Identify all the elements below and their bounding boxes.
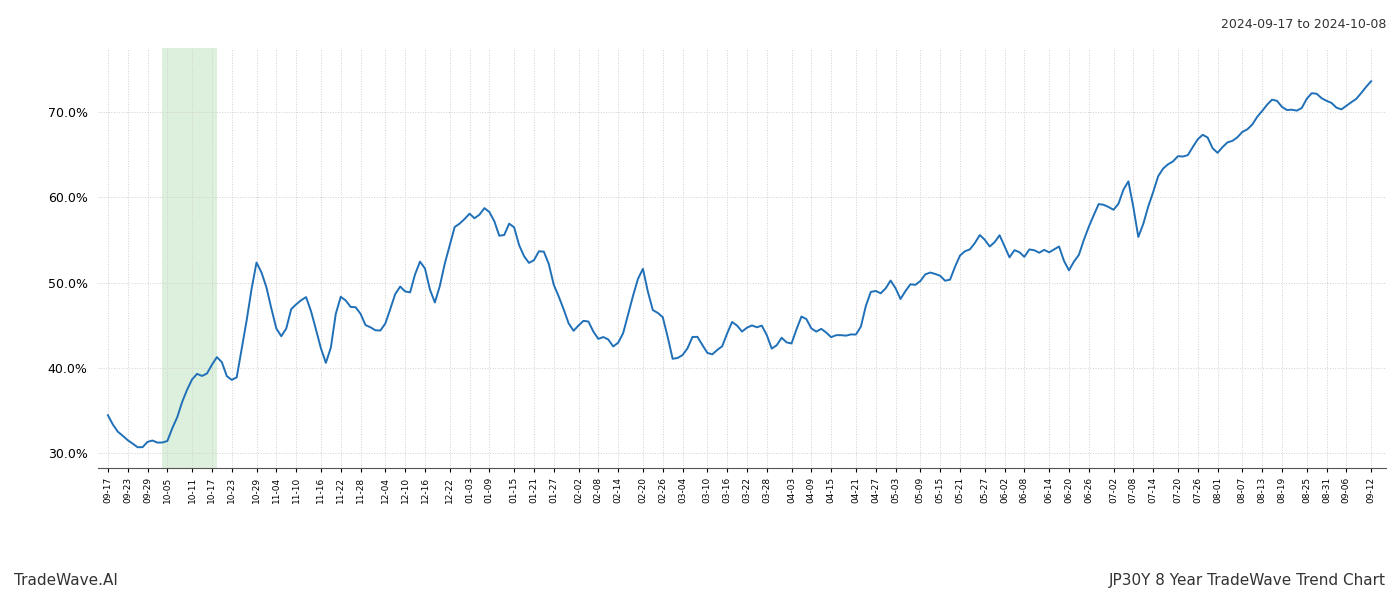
Bar: [162, 48, 217, 468]
Text: TradeWave.AI: TradeWave.AI: [14, 573, 118, 588]
Text: 2024-09-17 to 2024-10-08: 2024-09-17 to 2024-10-08: [1221, 18, 1386, 31]
Text: JP30Y 8 Year TradeWave Trend Chart: JP30Y 8 Year TradeWave Trend Chart: [1109, 573, 1386, 588]
